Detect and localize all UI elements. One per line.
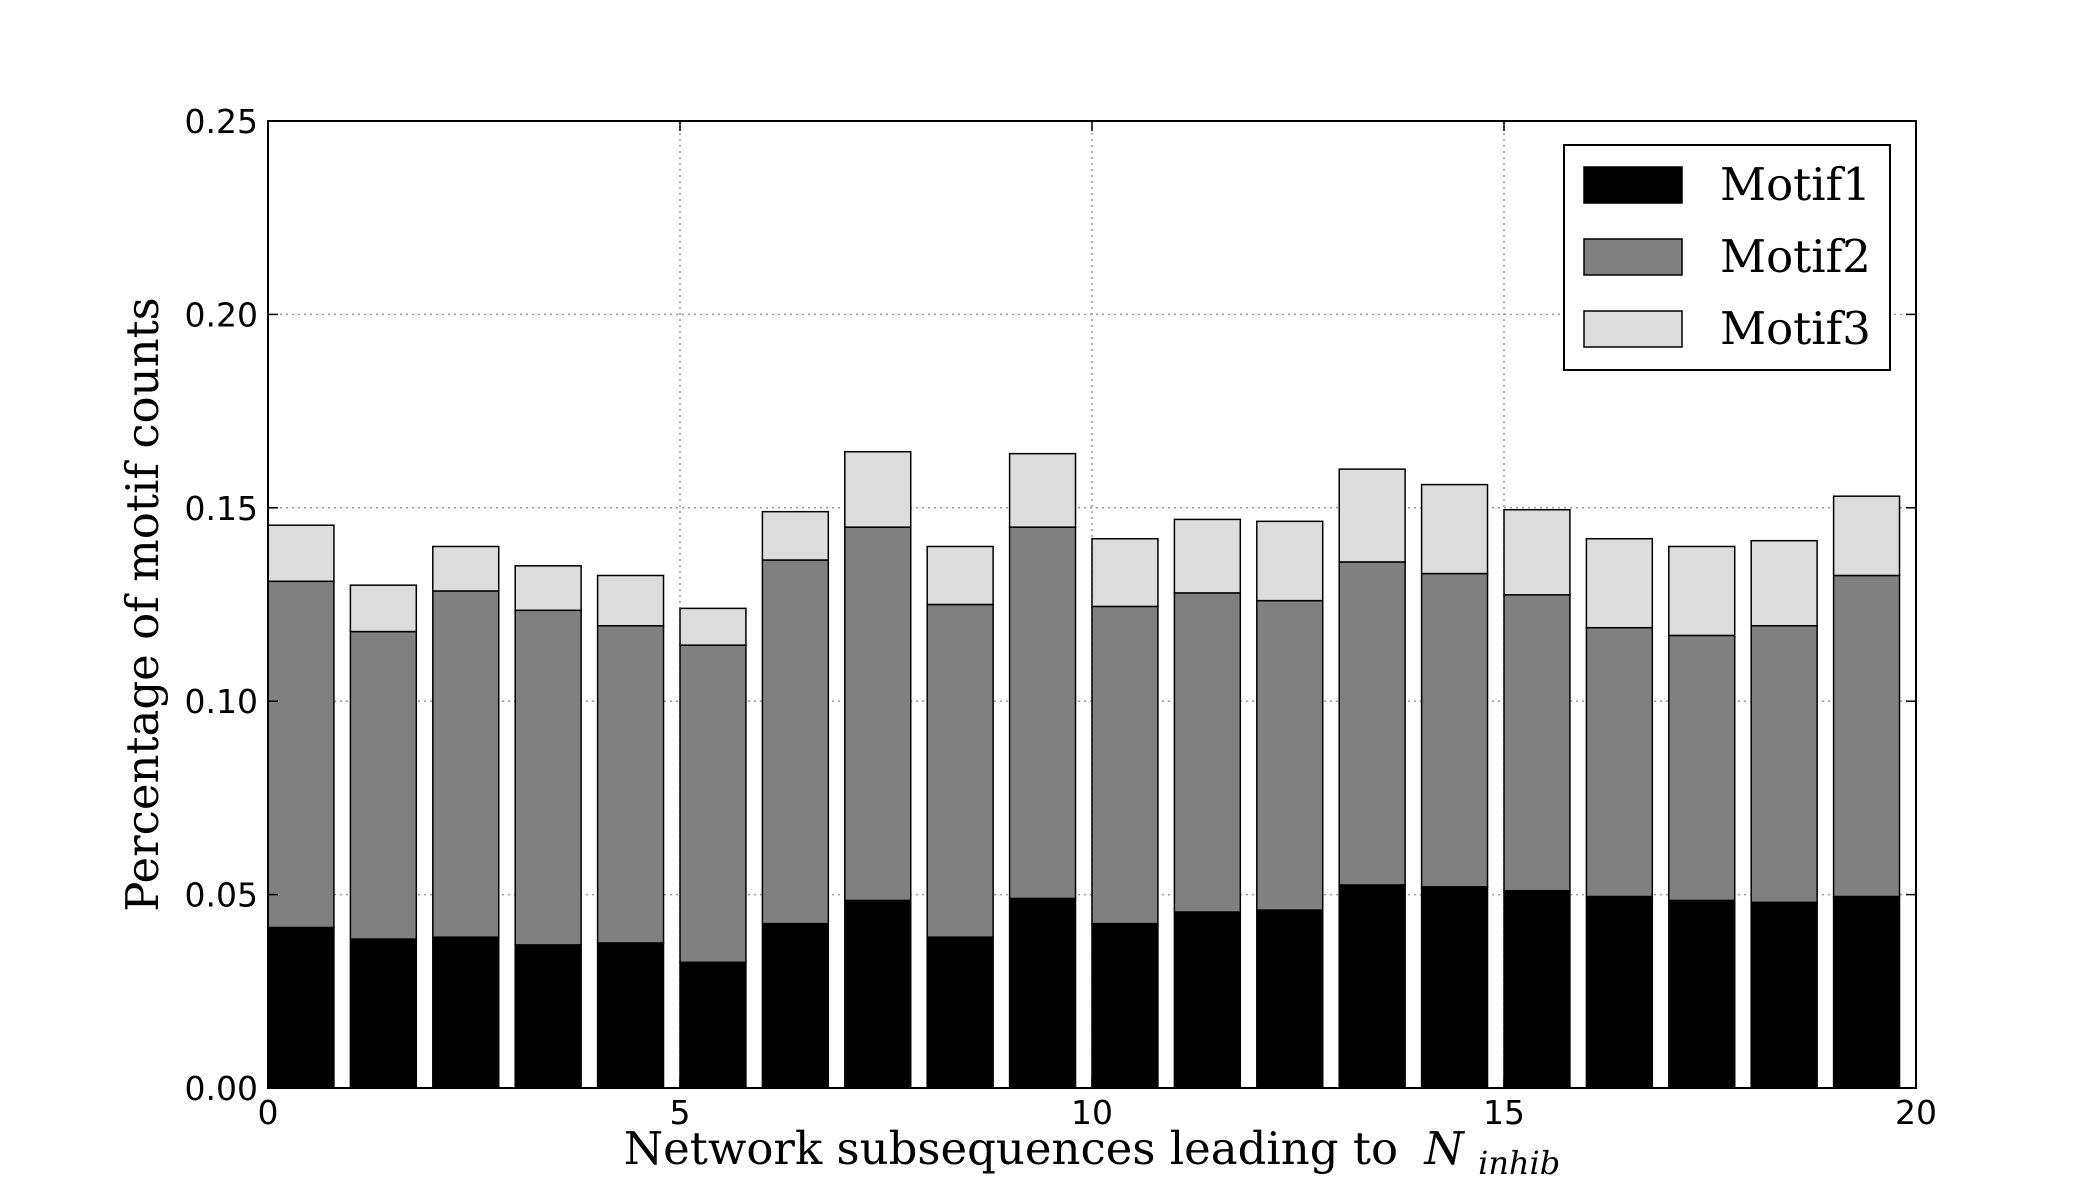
bar-motif2-16	[1585, 626, 1654, 898]
bar-motif1-0	[267, 926, 335, 1089]
bar-motif3-2	[432, 545, 500, 592]
bar-motif3-12	[1256, 520, 1324, 602]
bar-motif1-12	[1256, 909, 1324, 1089]
bar-motif2-2	[432, 590, 500, 938]
y-tick-label: 0.10	[185, 682, 258, 721]
bar-motif2-14	[1420, 572, 1489, 888]
bar-motif1-17	[1668, 899, 1736, 1089]
legend-swatch-motif1	[1583, 166, 1683, 204]
y-tick-label: 0.00	[185, 1069, 258, 1108]
bar-motif2-15	[1503, 594, 1571, 892]
bar-motif1-6	[761, 922, 830, 1089]
y-tick-label: 0.05	[185, 876, 258, 915]
x-tick-label: 0	[258, 1093, 279, 1132]
bar-motif1-1	[349, 938, 418, 1089]
bar-motif2-17	[1668, 634, 1736, 902]
bar-motif2-1	[349, 630, 418, 940]
bar-motif3-19	[1832, 495, 1901, 577]
bar-motif3-15	[1503, 508, 1571, 596]
legend-swatch-motif3	[1583, 310, 1683, 348]
bar-motif2-3	[514, 609, 582, 946]
bar-motif3-16	[1585, 537, 1654, 629]
bar-motif2-9	[1008, 526, 1077, 900]
bar-motif3-8	[926, 545, 994, 606]
bar-motif2-12	[1256, 599, 1324, 911]
bar-motif3-17	[1668, 545, 1736, 637]
bar-motif2-19	[1832, 574, 1901, 898]
x-tick-label: 5	[670, 1093, 691, 1132]
bar-motif2-6	[761, 559, 830, 925]
bar-motif3-7	[844, 450, 912, 528]
legend: Motif1 Motif2 Motif3	[1563, 144, 1891, 371]
bar-motif3-5	[679, 607, 747, 646]
bar-motif3-10	[1091, 537, 1159, 608]
y-tick-label: 0.25	[185, 102, 258, 141]
x-axis-label-symbol: N	[1423, 1122, 1465, 1175]
x-tick-label: 15	[1483, 1093, 1525, 1132]
bar-motif1-15	[1503, 889, 1571, 1089]
x-tick-label: 20	[1895, 1093, 1937, 1132]
bar-motif1-9	[1008, 897, 1077, 1089]
bar-motif1-19	[1832, 895, 1901, 1089]
bar-motif1-14	[1420, 886, 1489, 1089]
bar-motif1-18	[1750, 901, 1818, 1089]
bar-motif2-8	[926, 603, 994, 938]
bar-motif3-11	[1173, 518, 1242, 594]
y-tick-label: 0.20	[185, 295, 258, 334]
axis-ticks: 0 5 10 15 20 0.00 0.05 0.10 0.15 0.20 0.25	[185, 102, 1937, 1132]
legend-label-motif3: Motif3	[1720, 302, 1871, 355]
bar-motif3-1	[349, 584, 418, 633]
x-axis-label-text: Network subsequences leading to	[624, 1122, 1398, 1175]
x-axis-label-subscript: inhib	[1478, 1144, 1560, 1182]
bar-motif1-16	[1585, 895, 1654, 1089]
bar-motif1-5	[679, 961, 747, 1089]
bar-motif2-0	[267, 580, 335, 929]
bar-motif3-0	[267, 524, 335, 583]
bar-motif3-4	[596, 574, 665, 627]
legend-label-motif2: Motif2	[1720, 230, 1871, 283]
bar-motif1-7	[844, 899, 912, 1089]
bar-motif3-9	[1008, 452, 1077, 528]
bar-motif1-13	[1338, 884, 1406, 1089]
bar-motif3-3	[514, 565, 582, 612]
bar-motif3-13	[1338, 468, 1406, 563]
bar-motif3-14	[1420, 483, 1489, 575]
bar-motif2-4	[596, 625, 665, 944]
legend-swatch-motif2	[1583, 238, 1683, 276]
bar-motif2-11	[1173, 592, 1242, 913]
bar-motif2-13	[1338, 561, 1406, 886]
x-axis-label: Network subsequences leading to N inhib	[624, 1122, 1561, 1182]
y-tick-label: 0.15	[185, 489, 258, 528]
legend-label-motif1: Motif1	[1720, 158, 1871, 211]
x-tick-label: 10	[1071, 1093, 1113, 1132]
bar-motif1-4	[596, 942, 665, 1089]
bar-motif2-10	[1091, 605, 1159, 925]
bar-motif2-5	[679, 644, 747, 964]
bar-motif1-2	[432, 936, 500, 1089]
bar-motif3-18	[1750, 539, 1818, 627]
bar-motif1-3	[514, 944, 582, 1089]
bar-motif3-6	[761, 510, 830, 561]
y-axis-label: Percentage of motif counts	[116, 297, 169, 912]
bars	[267, 450, 1901, 1089]
bar-motif1-10	[1091, 922, 1159, 1089]
bar-motif1-11	[1173, 911, 1242, 1089]
bar-motif2-18	[1750, 625, 1818, 904]
bar-motif2-7	[844, 526, 912, 902]
bar-motif1-8	[926, 936, 994, 1089]
